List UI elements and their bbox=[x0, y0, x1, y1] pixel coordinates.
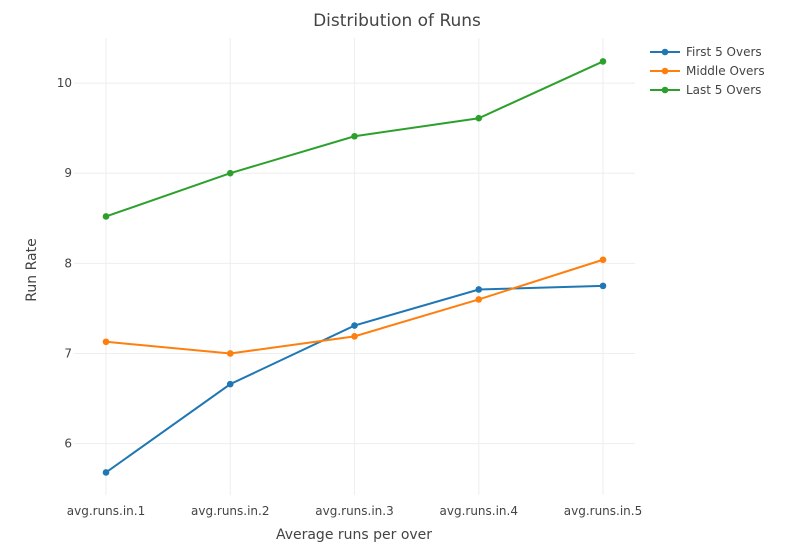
data-point bbox=[475, 114, 483, 122]
legend-marker bbox=[661, 67, 669, 75]
data-point bbox=[599, 256, 607, 264]
data-point bbox=[102, 213, 110, 220]
data-point bbox=[226, 350, 234, 357]
y-tick-label: 10 bbox=[57, 76, 72, 90]
data-point bbox=[351, 322, 358, 329]
y-tick-label: 8 bbox=[64, 256, 72, 270]
data-point bbox=[599, 282, 607, 290]
data-point bbox=[475, 286, 483, 293]
x-tick-label: avg.runs.in.1 bbox=[67, 504, 146, 518]
data-point bbox=[226, 169, 234, 177]
plot-area bbox=[102, 58, 607, 476]
legend-label: Last 5 Overs bbox=[686, 83, 761, 97]
y-tick-label: 7 bbox=[64, 346, 72, 360]
x-tick-label: avg.runs.in.4 bbox=[440, 504, 519, 518]
y-axis-title: Run Rate bbox=[24, 238, 40, 301]
x-axis: avg.runs.in.1 avg.runs.in.2 avg.runs.in.3 a… bbox=[67, 504, 643, 518]
x-axis-title: Average runs per over bbox=[276, 527, 432, 543]
legend-label: First 5 Overs bbox=[686, 45, 762, 59]
data-point bbox=[351, 132, 358, 140]
data-point bbox=[102, 338, 110, 346]
y-axis: 6 7 8 9 10 bbox=[57, 76, 72, 451]
x-tick-label: avg.runs.in.3 bbox=[315, 504, 394, 518]
chart-title: Distribution of Runs bbox=[313, 11, 481, 31]
data-point bbox=[475, 296, 483, 303]
x-tick-label: avg.runs.in.5 bbox=[564, 504, 643, 518]
legend-marker bbox=[661, 86, 669, 94]
data-point bbox=[599, 58, 607, 65]
grid bbox=[74, 38, 635, 495]
y-tick-label: 6 bbox=[64, 437, 72, 451]
legend-label: Middle Overs bbox=[686, 64, 765, 78]
legend: First 5 Overs Middle Overs Last 5 Overs bbox=[650, 45, 765, 97]
y-tick-label: 9 bbox=[64, 166, 72, 180]
x-tick-label: avg.runs.in.2 bbox=[191, 504, 270, 518]
data-point bbox=[351, 333, 358, 340]
data-point bbox=[226, 380, 234, 388]
data-point bbox=[102, 469, 110, 476]
legend-marker bbox=[661, 48, 669, 56]
